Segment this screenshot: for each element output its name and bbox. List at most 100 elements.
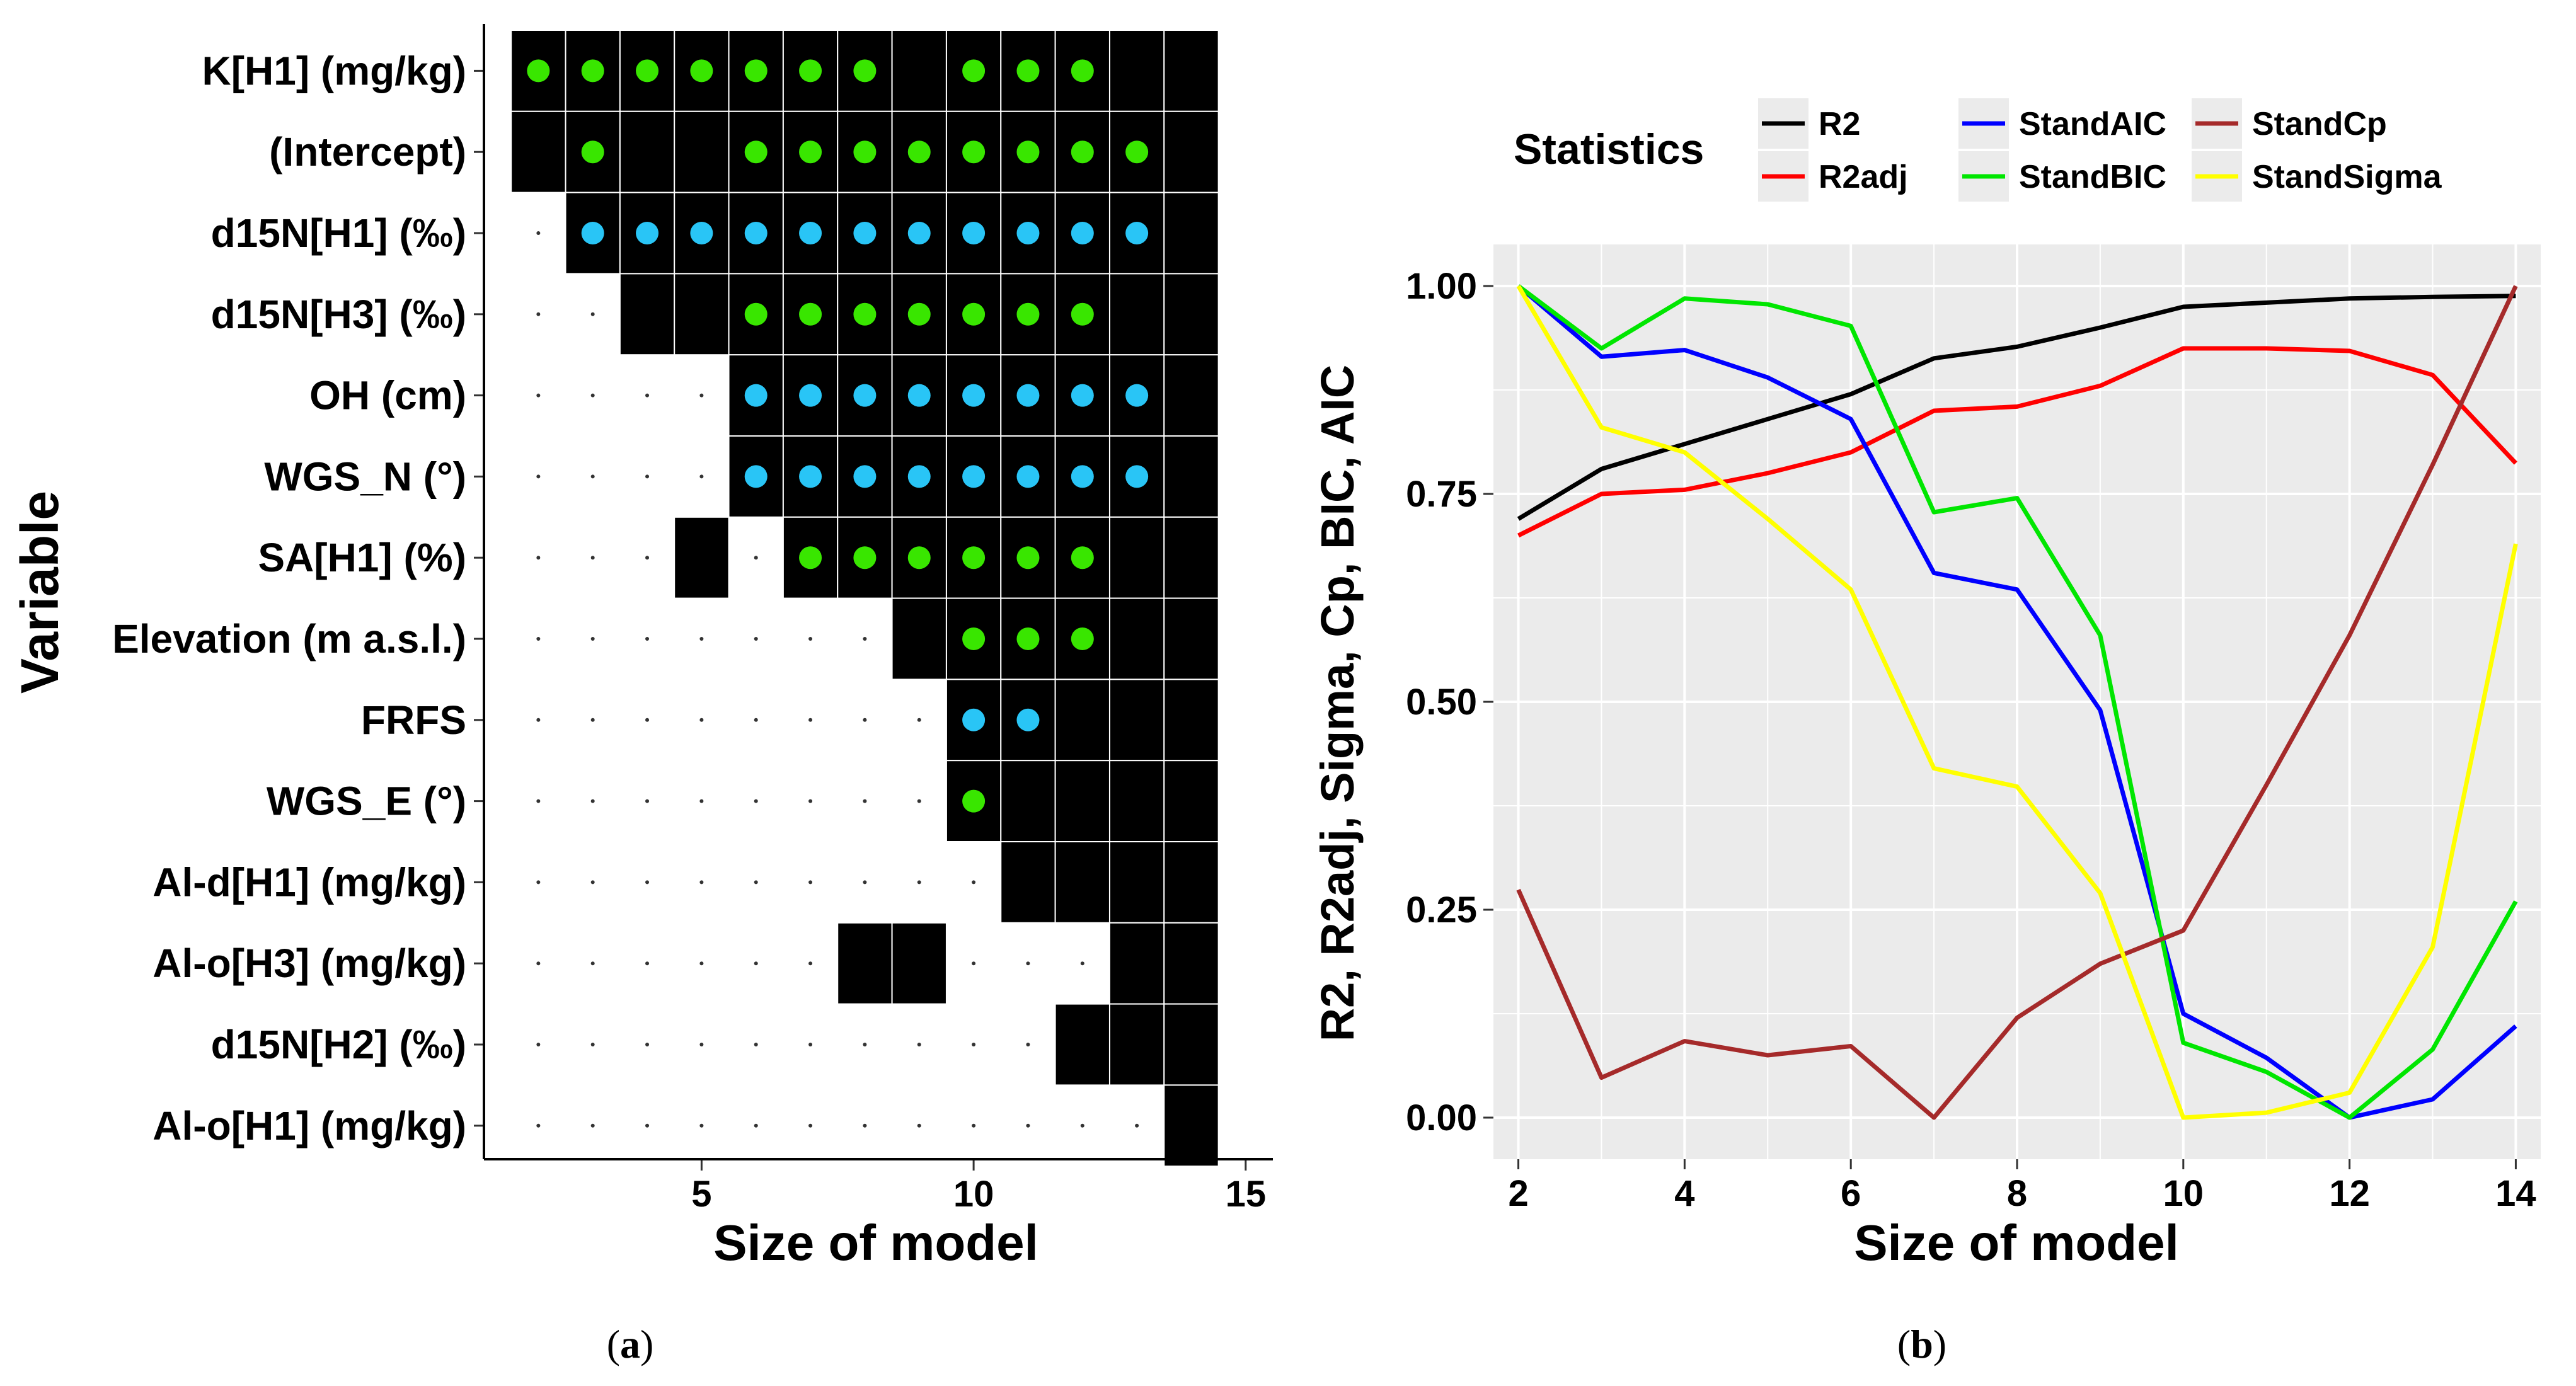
cell-excluded-dot <box>536 474 541 479</box>
legend-label-standbic: StandBIC <box>2019 159 2166 195</box>
marker-green <box>1071 140 1094 164</box>
legend-item-standbic: StandBIC <box>1958 151 2166 202</box>
marker-blue <box>853 384 877 407</box>
cell-excluded-dot <box>754 1043 758 1046</box>
marker-green <box>853 140 877 164</box>
marker-blue <box>799 222 822 244</box>
cell-excluded-dot <box>536 637 541 641</box>
cell-excluded-dot <box>645 637 650 641</box>
y-tick-label-wgs-n: WGS_N (°) <box>264 454 466 499</box>
cell-excluded-dot <box>972 961 976 966</box>
cell-excluded-dot <box>536 961 541 966</box>
y-tick-label-0-25: 0.25 <box>1406 890 1477 931</box>
cell-excluded-dot <box>590 637 595 641</box>
cell-excluded-dot <box>645 880 650 885</box>
series-line-standcp <box>1516 285 2518 1120</box>
marker-blue <box>962 465 986 488</box>
marker-green <box>853 546 877 570</box>
cell-included <box>837 354 893 437</box>
cell-excluded-dot <box>645 474 650 479</box>
cell-included <box>837 922 893 1005</box>
marker-green <box>1016 140 1040 164</box>
marker-green <box>962 302 986 326</box>
marker-blue <box>1016 384 1040 407</box>
panel-a-caption: (a) <box>607 1322 654 1366</box>
cell-excluded-dot <box>536 231 541 235</box>
series-line-standbic <box>1517 284 2518 1120</box>
marker-green <box>581 140 604 164</box>
marker-blue <box>907 222 931 244</box>
panel-b-x-ticks: 2 4 6 8 10 12 14 <box>1508 1159 2536 1214</box>
panel-a-markers <box>527 59 1149 813</box>
cell-included <box>1054 679 1110 762</box>
cell-excluded-dot <box>699 880 704 885</box>
cell-excluded-dot <box>699 474 704 479</box>
x-tick-label-15: 15 <box>1226 1174 1267 1215</box>
cell-excluded-dot <box>590 312 595 316</box>
cell-excluded-dot <box>590 718 595 722</box>
marker-green <box>907 302 931 326</box>
cell-excluded-dot <box>972 880 976 885</box>
marker-green <box>1071 627 1094 650</box>
legend-label-standcp: StandCp <box>2252 106 2387 142</box>
cell-excluded-dot <box>536 312 541 316</box>
y-tick-label-intercept: (Intercept) <box>269 129 466 175</box>
marker-blue <box>744 222 768 244</box>
cell-excluded-dot <box>917 1043 921 1046</box>
marker-blue <box>853 465 877 488</box>
y-tick-label-sa-h1: SA[H1] (%) <box>258 535 466 580</box>
marker-blue <box>1125 465 1149 488</box>
series-line-r2adj <box>1517 346 2517 538</box>
cell-excluded-dot <box>645 718 650 722</box>
cell-excluded-dot <box>917 799 921 803</box>
marker-green <box>853 59 877 83</box>
cell-excluded-dot <box>590 1123 595 1128</box>
cell-excluded-dot <box>863 1043 867 1046</box>
cell-excluded-dot <box>808 1123 813 1128</box>
marker-green <box>1016 627 1040 650</box>
legend-item-r2: R2 <box>1758 98 1860 149</box>
panel-b-series-lines <box>1516 284 2518 1120</box>
cell-excluded-dot <box>808 799 813 803</box>
y-tick-label-d15n-h3: d15N[H3] (‰) <box>211 292 466 337</box>
cell-included <box>1163 841 1219 924</box>
marker-blue <box>1016 222 1040 244</box>
cell-excluded-dot <box>590 393 595 398</box>
cell-excluded-dot <box>699 393 704 398</box>
cell-included <box>891 922 947 1005</box>
cell-excluded-dot <box>645 393 650 398</box>
panel-b-caption: (b) <box>1897 1322 1946 1366</box>
marker-green <box>1071 546 1094 570</box>
cell-excluded-dot <box>863 718 867 722</box>
x-tick-label-6: 6 <box>1841 1173 1861 1214</box>
cell-excluded-dot <box>699 1123 704 1128</box>
y-tick-label-0-00: 0.00 <box>1406 1097 1477 1138</box>
panel-b-gridlines <box>1493 244 2541 1159</box>
cell-included <box>674 110 730 193</box>
marker-blue <box>581 222 604 244</box>
cell-included <box>1108 597 1165 680</box>
cell-excluded-dot <box>536 556 541 560</box>
cell-excluded-dot <box>808 1043 813 1046</box>
cell-excluded-dot <box>590 1043 595 1046</box>
marker-green <box>1016 546 1040 570</box>
cell-excluded-dot <box>1135 1123 1139 1128</box>
marker-green <box>527 59 550 83</box>
legend-items: R2 R2adj StandAIC StandBIC StandCp StandSigma <box>1758 98 2442 202</box>
cell-excluded-dot <box>699 718 704 722</box>
cell-excluded-dot <box>972 1043 976 1046</box>
y-tick-label-al-o-h3-mg-kg: Al-o[H3] (mg/kg) <box>152 941 466 986</box>
cell-excluded-dot <box>808 718 813 722</box>
cell-excluded-dot <box>917 718 921 722</box>
cell-excluded-dot <box>699 961 704 966</box>
cell-included <box>1163 192 1219 275</box>
panel-a-y-tick-labels: K[H1] (mg/kg) (Intercept) d15N[H1] (‰) d15N… <box>112 48 484 1148</box>
cell-excluded-dot <box>645 556 650 560</box>
marker-blue <box>907 384 931 407</box>
cell-included <box>674 516 730 599</box>
cell-excluded-dot <box>590 799 595 803</box>
cell-excluded-dot <box>645 799 650 803</box>
marker-blue <box>962 708 986 731</box>
cell-included <box>1163 273 1219 356</box>
